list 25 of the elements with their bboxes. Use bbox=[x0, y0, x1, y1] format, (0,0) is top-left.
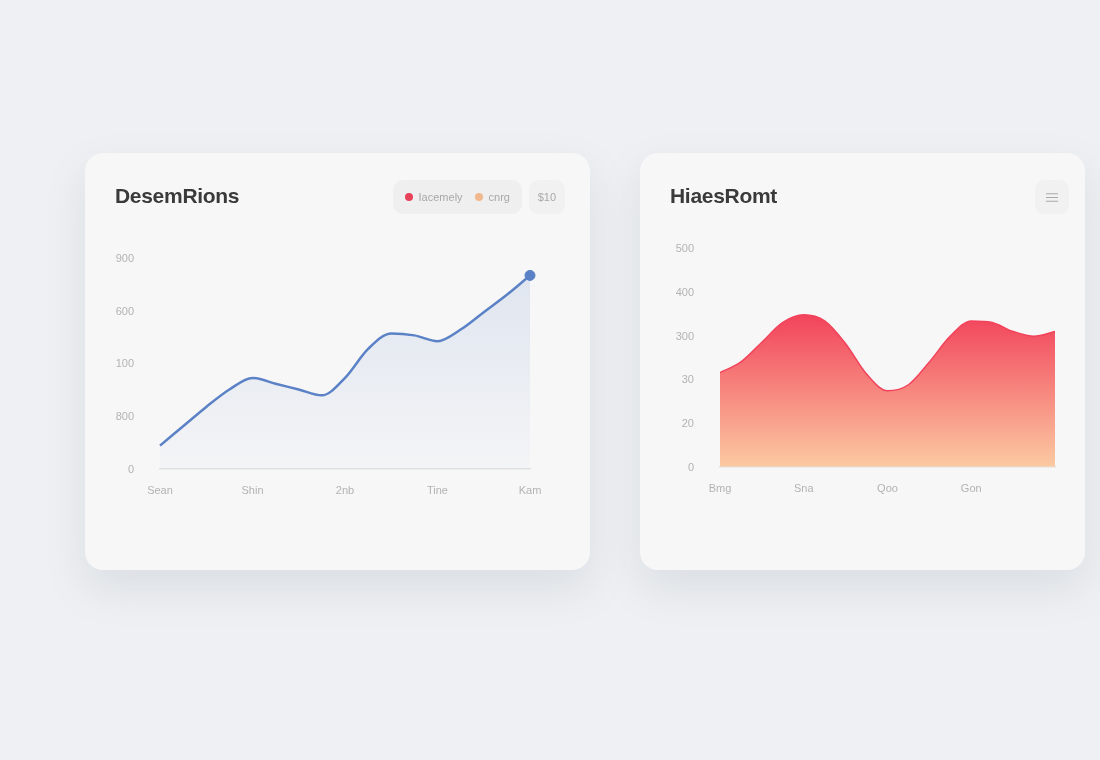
text: 600 bbox=[115, 304, 134, 318]
text: 500 bbox=[675, 241, 694, 255]
chart-title: DesemRions bbox=[115, 184, 240, 208]
text: 100 bbox=[115, 356, 134, 370]
x-tick-label: Gon bbox=[960, 482, 982, 495]
x-tick-label: Sean bbox=[147, 484, 173, 497]
x-tick-label: Kam bbox=[518, 484, 542, 497]
x-tick-label: Bmg bbox=[708, 482, 732, 495]
text: 900 bbox=[115, 251, 134, 265]
x-tick-label: Tine bbox=[427, 484, 448, 497]
x-tick-label: Sna bbox=[793, 482, 815, 495]
text: 20 bbox=[681, 416, 694, 430]
text: 30 bbox=[681, 372, 694, 386]
text: 400 bbox=[675, 285, 694, 299]
text: 800 bbox=[115, 409, 134, 423]
text: 300 bbox=[675, 329, 694, 343]
chart-title: HiaesRomt bbox=[670, 184, 777, 208]
text: cnrg bbox=[488, 191, 510, 203]
text: 0 bbox=[127, 462, 134, 476]
x-tick-label: Shin bbox=[241, 484, 264, 497]
text: $10 bbox=[528, 180, 565, 214]
x-tick-label: 2nb bbox=[335, 484, 355, 497]
text: Iacemely bbox=[418, 191, 463, 203]
x-tick-label: Qoo bbox=[877, 482, 898, 495]
text: 0 bbox=[687, 460, 694, 474]
